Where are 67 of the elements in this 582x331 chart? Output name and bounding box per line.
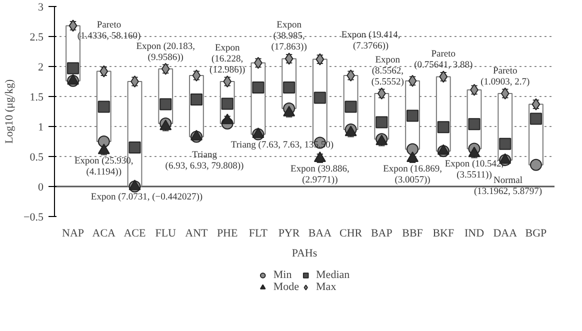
y-tick-label: 1.5 [30,92,44,104]
point [314,92,326,104]
point [468,118,480,130]
point [160,98,172,110]
x-axis-title: PAHs [292,248,318,260]
x-tick-label: BAP [370,228,392,240]
point [437,121,450,134]
point [221,114,234,124]
point [437,144,450,155]
x-tick-label: PYR [278,228,300,240]
point [128,142,141,154]
y-tick-label: 0.5 [30,152,44,164]
point [98,144,110,154]
point [98,100,110,113]
annotation: Expon (39.886, (2.9771)) [290,164,350,186]
x-tick-label: BBF [402,228,423,240]
point [530,158,542,171]
x-tick-label: ACE [124,228,146,240]
x-tick-label: BKF [432,228,454,240]
annotation: Expon (20.183, (9.9586)) [136,42,196,63]
annotation: Pareto (0.75641, 3.88) [414,50,473,71]
annotation: Expon (16.228, (12.986)) [210,44,246,76]
x-tick-label: DAA [493,228,518,240]
point [406,151,419,162]
point [344,100,357,113]
annotation: Triang (6.93, 6.93, 79.808)) [165,150,244,172]
y-axis-title: Log10 (μg/kg) [4,79,16,144]
legend-label: Max [316,281,336,293]
x-tick-label: BAA [308,228,332,240]
annotation: Pareto (1.0903, 2.7) [480,66,530,88]
point [252,127,264,138]
legend-label: Median [316,269,350,281]
x-tick-label: NAP [62,228,84,240]
point [190,94,202,106]
point [314,151,326,162]
x-tick-label: FLU [155,228,176,240]
point [530,112,542,125]
point [468,146,480,158]
legend-label: Min [273,269,293,281]
point [283,106,296,116]
x-tick-label: PHE [216,228,238,240]
annotation: Expon (7.0731, (−0.442027)) [90,192,203,202]
y-tick-label: 2.5 [30,32,44,44]
y-tick-label: 3 [38,2,44,14]
x-tick-label: CHR [339,228,363,240]
x-tick-label: FLT [248,228,268,240]
point [98,136,110,148]
x-tick-label: ANT [185,228,208,240]
annotation: Expon (8.5562, (5.5552) [371,56,404,88]
legend-label: Mode [273,281,300,293]
x-tick-label: BGP [525,228,547,240]
point [406,110,419,122]
point [283,82,296,94]
annotation: Expon (38.985, (17.863)) [271,20,307,53]
y-tick-label: −0.5 [24,212,44,224]
point [67,62,80,74]
point [252,82,264,94]
point [190,130,202,140]
annotation: Expon (16.869, (3.0057)) [383,164,442,186]
y-tick-label: 1 [38,122,44,134]
y-tick-label: 0 [38,182,44,194]
y-tick-label: 2 [38,62,44,74]
point [499,138,512,150]
annotation: Expon (19.414, (7.3766)) [341,30,400,52]
x-tick-label: IND [464,228,484,240]
x-tick-label: ACA [92,228,116,240]
point [406,143,419,156]
